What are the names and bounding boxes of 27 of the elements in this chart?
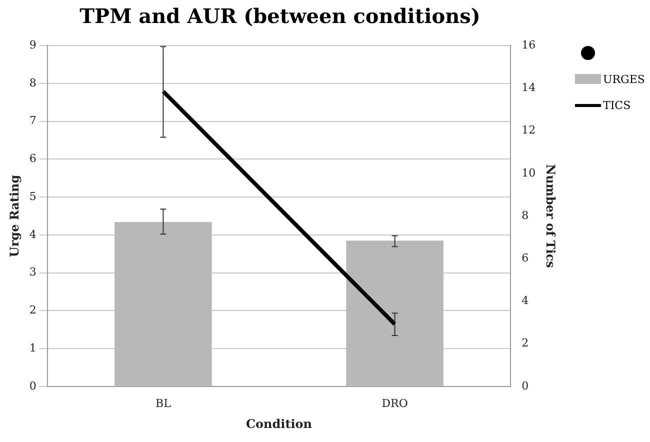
y2-tick-label: 8 [522,208,529,222]
y2-tick-label: 0 [522,379,529,392]
y-tick-label: 1 [29,341,36,354]
x-axis-title: Condition [246,416,312,431]
y2-tick-label: 16 [522,38,536,52]
x-tick-label: BL [156,396,172,410]
y-tick-label: 9 [29,38,36,52]
y2-tick-label: 6 [522,251,529,264]
y-tick-label: 6 [29,152,36,166]
chart-title: TPM and AUR (between conditions) [78,4,482,28]
y-tick-label: 2 [29,304,36,317]
y-tick-label: 4 [29,228,36,241]
y-axis-title: Urge Rating [7,174,22,258]
y2-tick-label: 12 [522,124,536,137]
y-tick-label: 7 [29,114,36,128]
y-tick-label: 3 [29,266,36,279]
y2-tick-label: 14 [522,81,536,94]
y-tick-label: 0 [29,379,36,392]
y2-axis-title: Number of Tics [544,164,558,268]
y-tick-label: 5 [29,190,36,203]
legend-label: TICS [603,98,631,112]
y2-tick-label: 10 [522,166,536,180]
y-tick-label: 8 [29,76,36,90]
y2-tick-label: 2 [522,336,529,350]
legend-label: URGES [603,72,645,86]
y2-tick-label: 4 [522,294,529,308]
x-tick-label: DRO [382,396,408,410]
